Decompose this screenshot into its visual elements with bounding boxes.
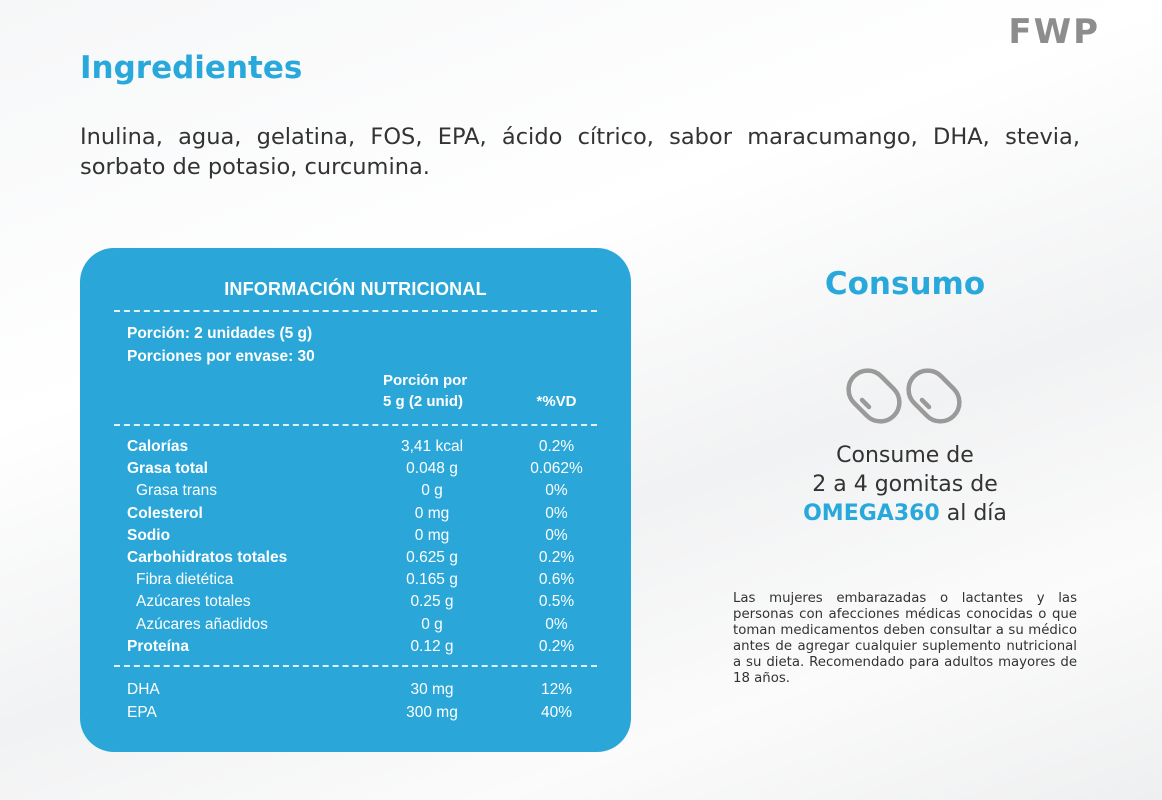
nutrient-row: Carbohidratos totales 0.625 g 0.2% <box>127 547 591 569</box>
divider <box>114 424 597 426</box>
nutrient-dv: 0.2% <box>538 549 575 566</box>
nutrient-amount: 0 g <box>421 615 443 633</box>
nutrient-dv: 0.2% <box>538 637 575 655</box>
nutrient-label: EPA <box>127 703 157 721</box>
extra-nutrient-row: DHA 30 mg 12% <box>127 679 591 701</box>
nutrient-label: Grasa trans <box>136 482 217 500</box>
nutrient-dv: 0% <box>545 526 568 544</box>
extra-nutrient-row: EPA 300 mg 40% <box>127 702 591 724</box>
consumo-line1: Consume de <box>836 443 974 468</box>
nutrient-label: Proteína <box>127 637 190 655</box>
ingredients-text: Inulina, agua, gelatina, FOS, EPA, ácido… <box>80 124 1080 180</box>
nutrient-amount: 3,41 kcal <box>400 438 464 455</box>
nutrient-row: Azúcares añadidos 0 g 0% <box>127 614 591 636</box>
nutrient-amount: 0.25 g <box>410 593 454 611</box>
nutrient-label: Calorías <box>127 438 189 455</box>
divider <box>114 310 597 312</box>
nutrient-label: Azúcares totales <box>136 593 251 611</box>
amount-header-line2: 5 g (2 unid) <box>383 393 463 410</box>
nutrition-title: INFORMACIÓN NUTRICIONAL <box>224 279 487 299</box>
nutrient-amount: 300 mg <box>406 703 458 721</box>
nutrient-amount: 0 mg <box>414 504 450 522</box>
nutrient-dv: 0% <box>545 482 568 500</box>
divider <box>114 665 597 667</box>
nutrient-row: Fibra dietética 0.165 g 0.6% <box>127 569 591 591</box>
nutrient-dv: 0% <box>545 615 568 633</box>
nutrient-label: Fibra dietética <box>136 571 234 589</box>
nutrient-amount: 30 mg <box>410 681 454 698</box>
servings-per-container: Porciones por envase: 30 <box>127 348 315 365</box>
nutrient-dv: 40% <box>540 703 573 721</box>
nutrient-label: Sodio <box>127 526 171 544</box>
nutrient-amount: 0.12 g <box>410 637 454 655</box>
nutrient-label: DHA <box>127 681 160 698</box>
nutrient-label: Grasa total <box>127 460 208 478</box>
nutrition-panel: INFORMACIÓN NUTRICIONAL Porción: 2 unida… <box>80 248 631 752</box>
consumo-instructions: Consume de 2 a 4 gomitas de OMEGA360 al … <box>740 441 1070 528</box>
nutrient-label: Carbohidratos totales <box>127 549 288 566</box>
nutrient-label: Colesterol <box>127 504 203 522</box>
nutrient-label: Azúcares añadidos <box>136 615 268 633</box>
nutrient-amount: 0.165 g <box>406 571 458 589</box>
gummies-icon <box>846 368 962 424</box>
brand-logo: FWP <box>1008 12 1100 52</box>
consumo-line3-suffix: al día <box>939 501 1007 526</box>
nutrient-dv: 0% <box>545 504 568 522</box>
nutrient-dv: 0.062% <box>530 460 583 478</box>
nutrient-row: Proteína 0.12 g 0.2% <box>127 636 591 658</box>
dv-column-header: *%VD <box>536 393 577 410</box>
nutrient-dv: 0.2% <box>538 438 575 455</box>
nutrient-row: Grasa trans 0 g 0% <box>127 480 591 502</box>
nutrient-amount: 0.625 g <box>406 549 458 566</box>
nutrient-dv: 0.5% <box>538 593 575 611</box>
ingredients-title: Ingredientes <box>80 50 303 86</box>
nutrient-amount: 0 mg <box>414 526 450 544</box>
nutrient-row: Colesterol 0 mg 0% <box>127 503 591 525</box>
nutrient-amount: 0 g <box>421 482 443 500</box>
amount-column-header: Porción por 5 g (2 unid) <box>383 370 467 412</box>
consumo-title: Consumo <box>824 266 986 302</box>
nutrient-amount: 0.048 g <box>406 460 458 478</box>
nutrient-row: Sodio 0 mg 0% <box>127 525 591 547</box>
nutrient-dv: 0.6% <box>538 571 575 589</box>
amount-header-line1: Porción por <box>383 372 468 389</box>
product-brand: OMEGA360 <box>803 501 940 526</box>
nutrient-row: Grasa total 0.048 g 0.062% <box>127 458 591 480</box>
nutrient-row: Azúcares totales 0.25 g 0.5% <box>127 591 591 613</box>
nutrient-row: Calorías 3,41 kcal 0.2% <box>127 436 591 458</box>
consumo-line2: 2 a 4 gomitas de <box>812 472 998 497</box>
serving-size: Porción: 2 unidades (5 g) <box>127 325 313 342</box>
nutrient-dv: 12% <box>540 681 573 698</box>
warning-text: Las mujeres embarazadas o lactantes y la… <box>733 591 1077 686</box>
consumo-line3: OMEGA360 al día <box>740 499 1070 528</box>
